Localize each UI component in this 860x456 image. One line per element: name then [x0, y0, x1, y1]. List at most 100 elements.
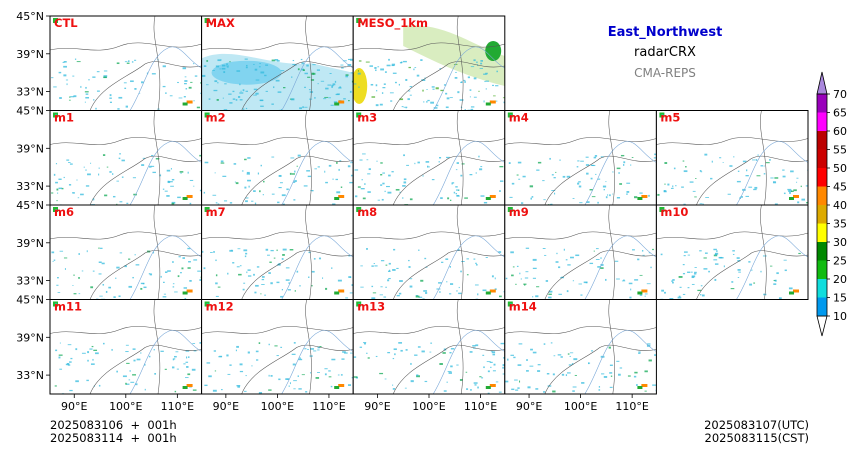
member-label: m14 — [509, 300, 537, 314]
echo-cell — [637, 291, 643, 295]
echo-cell — [789, 197, 794, 200]
echo-cell — [186, 384, 193, 387]
colorbar-tick-label: 55 — [833, 144, 847, 157]
province-border — [353, 231, 505, 240]
colorbar-segment — [817, 168, 827, 187]
echo-area — [353, 68, 368, 104]
province-border — [241, 155, 354, 205]
variable-title: radarCRX — [634, 45, 696, 60]
lat-tick-label: 33°N — [16, 275, 44, 288]
river-line — [432, 46, 505, 111]
province-border — [305, 205, 312, 300]
member-label: m8 — [357, 205, 377, 219]
province-border — [153, 299, 161, 394]
colorbar-tick-label: 15 — [833, 292, 847, 305]
province-border — [392, 155, 505, 205]
echo-cell — [55, 209, 57, 211]
river-line — [432, 141, 505, 205]
lon-tick-label: 100°E — [412, 400, 445, 413]
echo-cell — [55, 20, 57, 22]
map-panel-MESO_1km: MESO_1km — [352, 15, 506, 111]
lon-tick-label: 110°E — [464, 400, 497, 413]
echo-cell — [485, 291, 491, 295]
echo-cell — [489, 100, 496, 104]
colorbar-tick-label: 40 — [833, 199, 847, 212]
province-border — [89, 344, 202, 394]
province-border — [89, 250, 202, 300]
lon-tick-label: 100°E — [261, 400, 294, 413]
echo-cell — [661, 209, 664, 211]
map-panel-m13: m13 — [352, 299, 506, 395]
colorbar-tick-label: 30 — [833, 236, 847, 249]
province-border — [504, 326, 657, 334]
colorbar-segment — [817, 149, 827, 168]
member-label: m10 — [660, 205, 688, 219]
echo-cell — [358, 209, 361, 211]
colorbar-segment — [817, 131, 827, 150]
lat-tick-label: 39°N — [16, 48, 44, 61]
map-panels: CTL MAX MESO_1km m1 m2 m3 m4 m5 m6 m7 m8 m9 m10 m11 m1… — [49, 15, 809, 395]
province-border — [456, 16, 464, 111]
echo-cell — [206, 303, 209, 306]
lat-tick-label: 39°N — [16, 331, 44, 344]
colorbar-segment — [817, 112, 827, 131]
province-border — [504, 137, 657, 145]
model-source-title: CMA-REPS — [634, 66, 696, 80]
map-panel-CTL: CTL — [49, 15, 203, 111]
province-border — [241, 250, 354, 300]
echo-cell — [182, 386, 188, 389]
echo-cell — [485, 197, 491, 200]
member-label: m7 — [206, 205, 226, 219]
province-border — [50, 137, 202, 145]
river-line — [129, 141, 202, 205]
colorbar-tick-label: 20 — [833, 273, 847, 286]
river-line — [432, 330, 505, 394]
province-border — [353, 42, 505, 51]
echo-cell — [186, 100, 193, 104]
echo-cell — [661, 114, 664, 117]
map-panel-m5: m5 — [655, 110, 809, 206]
province-border — [544, 155, 657, 205]
river-line — [736, 141, 809, 205]
province-border — [608, 299, 615, 394]
river-line — [129, 46, 202, 111]
colorbar-segment — [817, 279, 827, 298]
echo-cell — [182, 102, 188, 106]
river-line — [736, 235, 809, 300]
lat-tick-label: 39°N — [16, 142, 44, 155]
colorbar-segment — [817, 223, 827, 242]
lon-tick-label: 100°E — [564, 400, 597, 413]
echo-cell — [338, 195, 345, 198]
province-border — [241, 61, 354, 111]
colorbar-tick-label: 35 — [833, 218, 847, 231]
colorbar-tick-label: 10 — [833, 310, 847, 323]
colorbar-segment — [817, 94, 827, 113]
province-border — [392, 344, 505, 394]
region-title: East_Northwest — [607, 25, 723, 40]
echo-cell — [485, 102, 491, 106]
echo-area — [211, 60, 282, 85]
map-axes: 45°N 39°N 33°N 45°N 39°N 33°N 45°N 39°N 33°N 45°N… — [16, 10, 649, 413]
province-border — [89, 61, 202, 111]
lon-tick-label: 110°E — [312, 400, 345, 413]
echo-cell — [55, 303, 57, 306]
colorbar: 10 15 20 25 30 35 40 45 50 55 60 65 70 — [816, 71, 847, 337]
river-line — [584, 330, 657, 394]
province-border — [201, 137, 354, 145]
echo-cell — [641, 195, 648, 198]
echo-cell — [186, 195, 193, 198]
province-border — [696, 250, 809, 300]
echo-cell — [509, 303, 512, 306]
colorbar-under-arrow — [816, 315, 828, 337]
echo-cell — [338, 384, 345, 387]
echo-cell — [637, 386, 643, 389]
map-panel-m1: m1 — [49, 110, 203, 206]
echo-cell — [641, 384, 648, 387]
province-border — [201, 231, 354, 240]
colorbar-segment — [817, 205, 827, 224]
init-time-cst: 2025083114 + 001h — [50, 431, 177, 445]
map-panel-m4: m4 — [504, 110, 657, 206]
member-label: m12 — [206, 300, 234, 314]
map-panel-MAX: MAX — [201, 15, 354, 111]
colorbar-segment — [817, 242, 827, 261]
